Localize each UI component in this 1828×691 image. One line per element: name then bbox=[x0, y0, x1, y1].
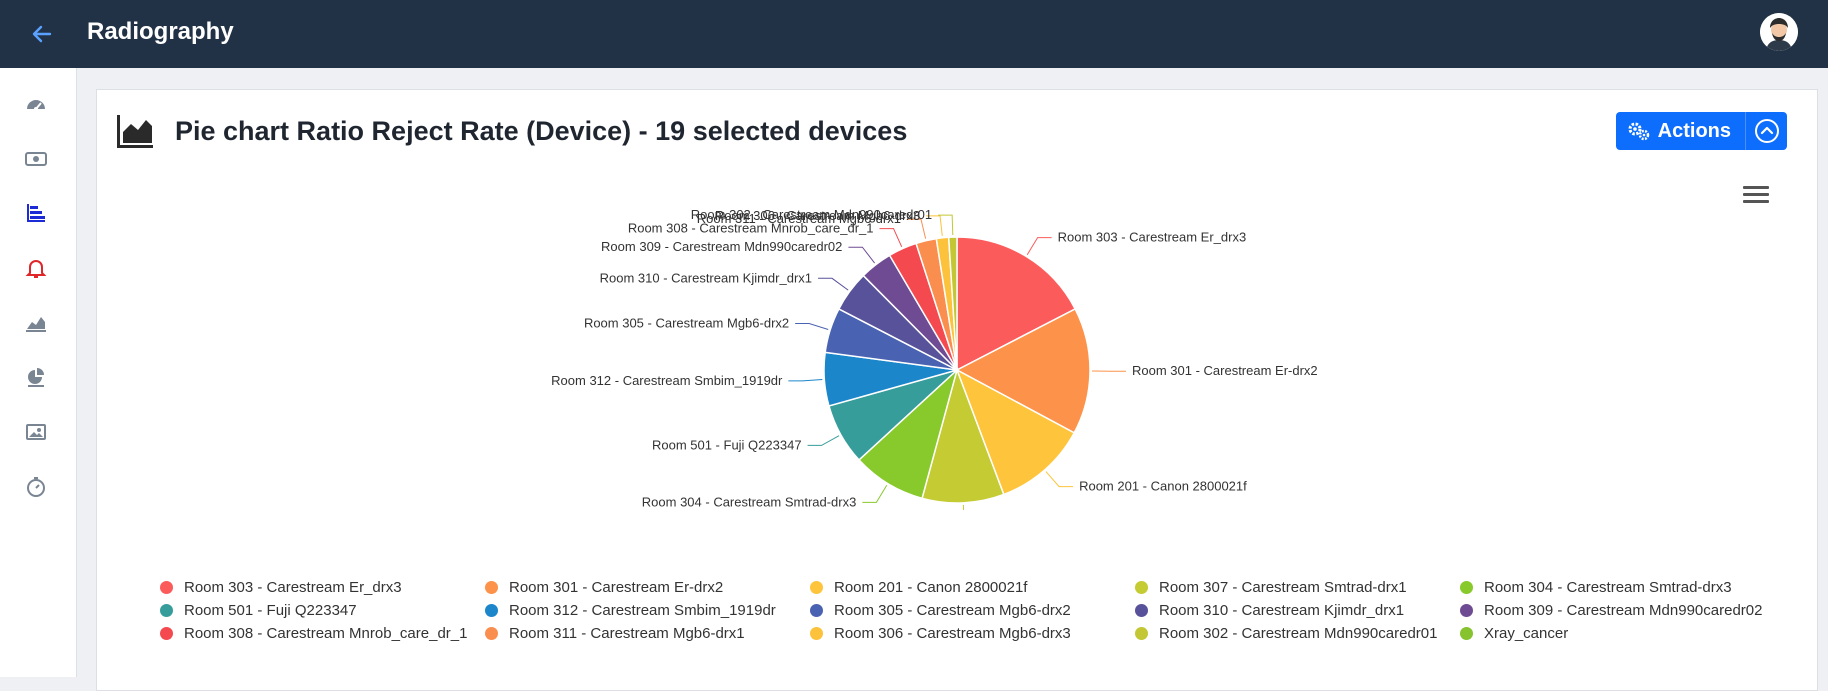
sidebar-item-trends[interactable] bbox=[18, 305, 54, 341]
legend-label: Xray_cancer bbox=[1484, 625, 1568, 642]
sidebar-item-statistics[interactable] bbox=[18, 195, 54, 231]
bell-icon bbox=[24, 256, 48, 280]
pie-slice-label: Room 310 - Carestream Kjimdr_drx1 bbox=[600, 270, 812, 285]
sidebar-item-ratios[interactable] bbox=[18, 360, 54, 396]
money-icon bbox=[24, 147, 48, 171]
sidebar bbox=[0, 68, 77, 677]
pie-slice-label: Room 305 - Carestream Mgb6-drx2 bbox=[584, 315, 789, 330]
pie-slice-label: Room 501 - Fuji Q223347 bbox=[652, 437, 802, 452]
legend-marker bbox=[810, 581, 823, 594]
legend-label: Room 309 - Carestream Mdn990caredr02 bbox=[1484, 602, 1762, 619]
legend-label: Room 303 - Carestream Er_drx3 bbox=[184, 579, 402, 596]
pie-connector bbox=[818, 278, 848, 290]
sidebar-item-alerts[interactable] bbox=[18, 250, 54, 286]
legend-label: Room 312 - Carestream Smbim_1919dr bbox=[509, 602, 776, 619]
legend-item[interactable]: Room 311 - Carestream Mgb6-drx1 bbox=[485, 623, 810, 643]
chart-card: Pie chart Ratio Reject Rate (Device) - 1… bbox=[96, 89, 1818, 691]
legend-label: Room 310 - Carestream Kjimdr_drx1 bbox=[1159, 602, 1404, 619]
legend-item[interactable]: Room 301 - Carestream Er-drx2 bbox=[485, 577, 810, 597]
top-bar: Radiography bbox=[0, 0, 1828, 68]
legend-marker bbox=[1460, 627, 1473, 640]
legend-label: Room 501 - Fuji Q223347 bbox=[184, 602, 357, 619]
area-chart-monitor-icon bbox=[24, 311, 48, 335]
app-title: Radiography bbox=[87, 18, 234, 46]
pie-slice-label: Room 309 - Carestream Mdn990caredr02 bbox=[601, 239, 842, 254]
arrow-left-icon bbox=[30, 22, 54, 46]
sidebar-item-dashboard[interactable] bbox=[18, 86, 54, 122]
pie-connector bbox=[963, 505, 978, 510]
legend-marker bbox=[810, 604, 823, 617]
pie-connector bbox=[880, 229, 902, 247]
pie-connector bbox=[1027, 238, 1051, 255]
legend-marker bbox=[1460, 581, 1473, 594]
legend-label: Room 302 - Carestream Mdn990caredr01 bbox=[1159, 625, 1437, 642]
legend-marker bbox=[485, 604, 498, 617]
legend-label: Room 305 - Carestream Mgb6-drx2 bbox=[834, 602, 1071, 619]
sidebar-item-images[interactable] bbox=[18, 414, 54, 450]
legend-item[interactable]: Room 307 - Carestream Smtrad-drx1 bbox=[1135, 577, 1460, 597]
legend-marker bbox=[160, 627, 173, 640]
legend-item[interactable]: Xray_cancer bbox=[1460, 623, 1800, 643]
pie-chart-icon bbox=[24, 366, 48, 390]
sidebar-item-timing[interactable] bbox=[18, 469, 54, 505]
legend-marker bbox=[810, 627, 823, 640]
pie-slice-label: Room 312 - Carestream Smbim_1919dr bbox=[551, 373, 783, 388]
pie-connector bbox=[862, 485, 886, 502]
sidebar-item-finance[interactable] bbox=[18, 141, 54, 177]
pie-connector bbox=[848, 247, 874, 263]
dashboard-gauge-icon bbox=[24, 92, 48, 116]
legend-item[interactable]: Room 312 - Carestream Smbim_1919dr bbox=[485, 600, 810, 620]
legend-marker bbox=[485, 627, 498, 640]
back-button[interactable] bbox=[22, 14, 62, 54]
legend-item[interactable]: Room 310 - Carestream Kjimdr_drx1 bbox=[1135, 600, 1460, 620]
bar-chart-icon bbox=[24, 201, 48, 225]
legend-marker bbox=[485, 581, 498, 594]
legend-label: Room 311 - Carestream Mgb6-drx1 bbox=[509, 625, 745, 642]
user-avatar[interactable] bbox=[1760, 13, 1798, 51]
legend-label: Room 201 - Canon 2800021f bbox=[834, 579, 1027, 596]
legend-item[interactable]: Room 303 - Carestream Er_drx3 bbox=[160, 577, 485, 597]
chart-legend: Room 303 - Carestream Er_drx3 Room 301 - … bbox=[160, 577, 1820, 643]
legend-item[interactable]: Room 305 - Carestream Mgb6-drx2 bbox=[810, 600, 1135, 620]
pie-connector bbox=[788, 379, 822, 380]
legend-marker bbox=[160, 604, 173, 617]
image-icon bbox=[24, 420, 48, 444]
pie-slice-label: Room 301 - Carestream Er-drx2 bbox=[1132, 363, 1318, 378]
pie-slice-label: Room 201 - Canon 2800021f bbox=[1079, 479, 1247, 494]
legend-marker bbox=[1460, 604, 1473, 617]
stopwatch-icon bbox=[24, 475, 48, 499]
pie-connector bbox=[808, 436, 839, 446]
pie-chart: Room 303 - Carestream Er_drx3 Room 301 - … bbox=[97, 90, 1817, 510]
legend-item[interactable]: Room 309 - Carestream Mdn990caredr02 bbox=[1460, 600, 1800, 620]
legend-marker bbox=[160, 581, 173, 594]
legend-marker bbox=[1135, 627, 1148, 640]
pie-slice-label: Room 302 - Carestream Mdn990caredr01 bbox=[691, 207, 932, 222]
pie-connector bbox=[1046, 472, 1073, 487]
legend-marker bbox=[1135, 581, 1148, 594]
legend-label: Room 301 - Carestream Er-drx2 bbox=[509, 579, 723, 596]
pie-connector bbox=[795, 323, 828, 329]
legend-item[interactable]: Room 501 - Fuji Q223347 bbox=[160, 600, 485, 620]
legend-item[interactable]: Room 306 - Carestream Mgb6-drx3 bbox=[810, 623, 1135, 643]
pie-slice-label: Room 304 - Carestream Smtrad-drx3 bbox=[642, 494, 857, 509]
legend-label: Room 308 - Carestream Mnrob_care_dr_1 bbox=[184, 625, 467, 642]
legend-label: Room 306 - Carestream Mgb6-drx3 bbox=[834, 625, 1071, 642]
legend-item[interactable]: Room 302 - Carestream Mdn990caredr01 bbox=[1135, 623, 1460, 643]
user-avatar-icon bbox=[1760, 13, 1798, 51]
legend-item[interactable]: Room 201 - Canon 2800021f bbox=[810, 577, 1135, 597]
legend-label: Room 304 - Carestream Smtrad-drx3 bbox=[1484, 579, 1732, 596]
pie-slice-label: Room 303 - Carestream Er_drx3 bbox=[1058, 230, 1247, 245]
legend-item[interactable]: Room 304 - Carestream Smtrad-drx3 bbox=[1460, 577, 1800, 597]
legend-item[interactable]: Room 308 - Carestream Mnrob_care_dr_1 bbox=[160, 623, 485, 643]
legend-marker bbox=[1135, 604, 1148, 617]
legend-label: Room 307 - Carestream Smtrad-drx1 bbox=[1159, 579, 1407, 596]
